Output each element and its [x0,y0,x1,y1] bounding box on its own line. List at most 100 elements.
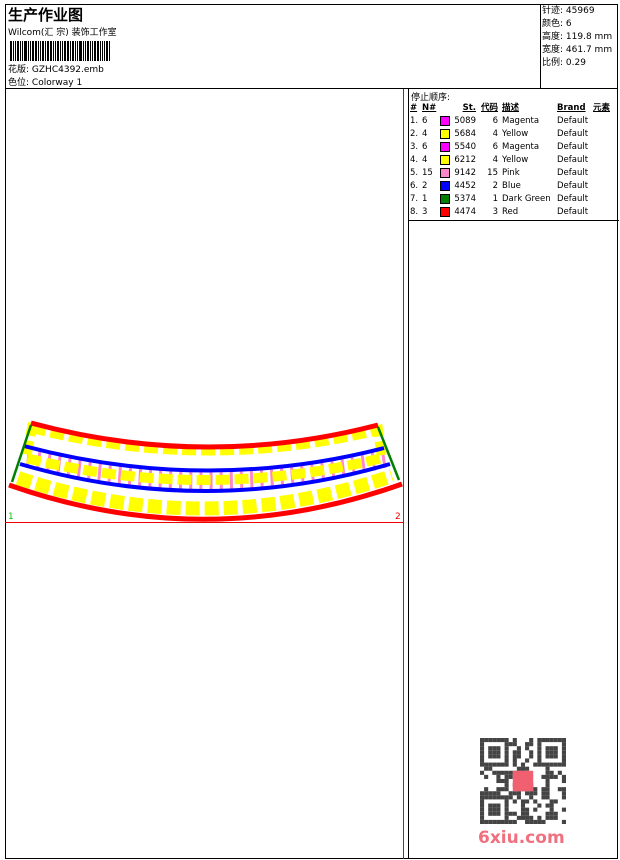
green-edge-right [376,426,401,481]
row-desc: Magenta [502,116,540,126]
color-swatch [440,180,450,191]
stat-height: 高度: 119.8 mm [542,32,613,42]
row-index: 7. [410,194,419,204]
color-swatch [440,193,450,204]
stop-sequence-title: 停止顺序: [411,93,451,103]
yellow-fill-top [20,421,388,485]
hoop-boundary-vertical [403,89,404,859]
row-desc: Red [502,207,519,217]
color-swatch [440,141,450,152]
col-brand: Brand [557,103,586,113]
header: 生产作业图 Wilcom(汇 宗) 装饰工作室 花版: GZHC4392.emb… [5,4,618,89]
pink-bar [249,469,254,490]
row-stitches: 5540 [454,142,476,152]
row-brand: Default [557,181,589,191]
stat-width: 宽度: 461.7 mm [542,45,613,55]
stop-row: 5. 15 9142 15 Pink Default [410,167,610,180]
pink-bar [269,467,274,488]
row-stitches: 4452 [454,181,476,191]
blue-band-bottom [19,462,391,493]
color-swatch [440,115,450,126]
row-stitches: 5089 [454,116,476,126]
pink-bar [117,465,123,486]
row-needle: 15 [422,168,433,178]
stop-row: 6. 2 4452 2 Blue Default [410,180,610,193]
table-divider [409,220,619,221]
green-edge-left [10,424,33,483]
yellow-fill-bottom [15,469,395,516]
stop-row: 2. 4 5684 4 Yellow Default [410,128,610,141]
row-needle: 3 [422,207,428,217]
row-desc: Pink [502,168,520,178]
row-index: 5. [410,168,419,178]
row-code: 2 [492,181,498,191]
stamp-icon [512,770,534,792]
color-swatch [440,167,450,178]
design-label: 花版: [8,65,30,75]
stat-stitches: 针迹: 45969 [542,6,595,16]
row-desc: Yellow [502,129,529,139]
row-brand: Default [557,129,589,139]
color-swatch [440,206,450,217]
row-brand: Default [557,168,589,178]
stop-sequence-table: # N# St. 代码 描述 Brand 元素 1. 6 5089 6 Magenta D… [410,102,610,219]
row-needle: 4 [422,155,428,165]
row-code: 1 [492,194,498,204]
row-code: 15 [487,168,498,178]
row-stitches: 9142 [454,168,476,178]
row-stitches: 5374 [454,194,476,204]
stat-colors: 颜色: 6 [542,19,572,29]
col-code: 代码 [481,103,499,113]
row-brand: Default [557,142,589,152]
row-desc: Blue [502,181,521,191]
stop-row: 7. 1 5374 1 Dark Green Default [410,193,610,206]
color-swatch [440,128,450,139]
stop-row: 4. 4 6212 4 Yellow Default [410,154,610,167]
row-code: 6 [492,116,498,126]
row-index: 6. [410,181,419,191]
stop-sequence-panel: 停止顺序: # N# St. 代码 描述 Brand 元素 1. 6 5089 6 Ma… [408,89,619,859]
watermark-logo: 6xiu.com [478,828,565,848]
col-stitches: St. [462,103,476,113]
row-index: 4. [410,155,419,165]
embroidery-design [8,420,403,522]
col-element: 元素 [593,103,611,113]
color-swatch [440,154,450,165]
row-index: 3. [410,142,419,152]
row-index: 8. [410,207,419,217]
row-needle: 1 [422,194,428,204]
stop-row: 1. 6 5089 6 Magenta Default [410,115,610,128]
row-desc: Dark Green [502,194,551,204]
page-frame [5,4,618,859]
qr-code [480,738,566,824]
pink-bar [97,462,102,483]
colorway-label: 色位: [8,78,30,88]
stop-row: 3. 6 5540 6 Magenta Default [410,141,610,154]
row-stitches: 4474 [454,207,476,217]
row-code: 4 [492,155,498,165]
red-border-bottom [8,481,403,522]
pink-bar [76,459,82,480]
blue-band-top [23,444,385,473]
colorway: 色位: Colorway 1 [8,75,82,88]
stat-scale: 比例: 0.29 [542,58,586,68]
row-brand: Default [557,194,589,204]
row-stitches: 5684 [454,129,476,139]
row-code: 6 [492,142,498,152]
start-marker: 1 [8,512,14,522]
row-needle: 6 [422,116,428,126]
row-code: 3 [492,207,498,217]
row-desc: Yellow [502,155,529,165]
end-marker: 2 [395,512,401,522]
row-index: 2. [410,129,419,139]
col-description: 描述 [502,103,520,113]
colorway-value: Colorway 1 [31,78,83,88]
row-needle: 4 [422,129,428,139]
stop-row: 8. 3 4474 3 Red Default [410,206,610,219]
hoop-boundary-horizontal [5,522,403,523]
row-desc: Magenta [502,142,540,152]
row-brand: Default [557,207,589,217]
row-index: 1. [410,116,419,126]
row-brand: Default [557,155,589,165]
page-title: 生产作业图 [8,6,84,24]
